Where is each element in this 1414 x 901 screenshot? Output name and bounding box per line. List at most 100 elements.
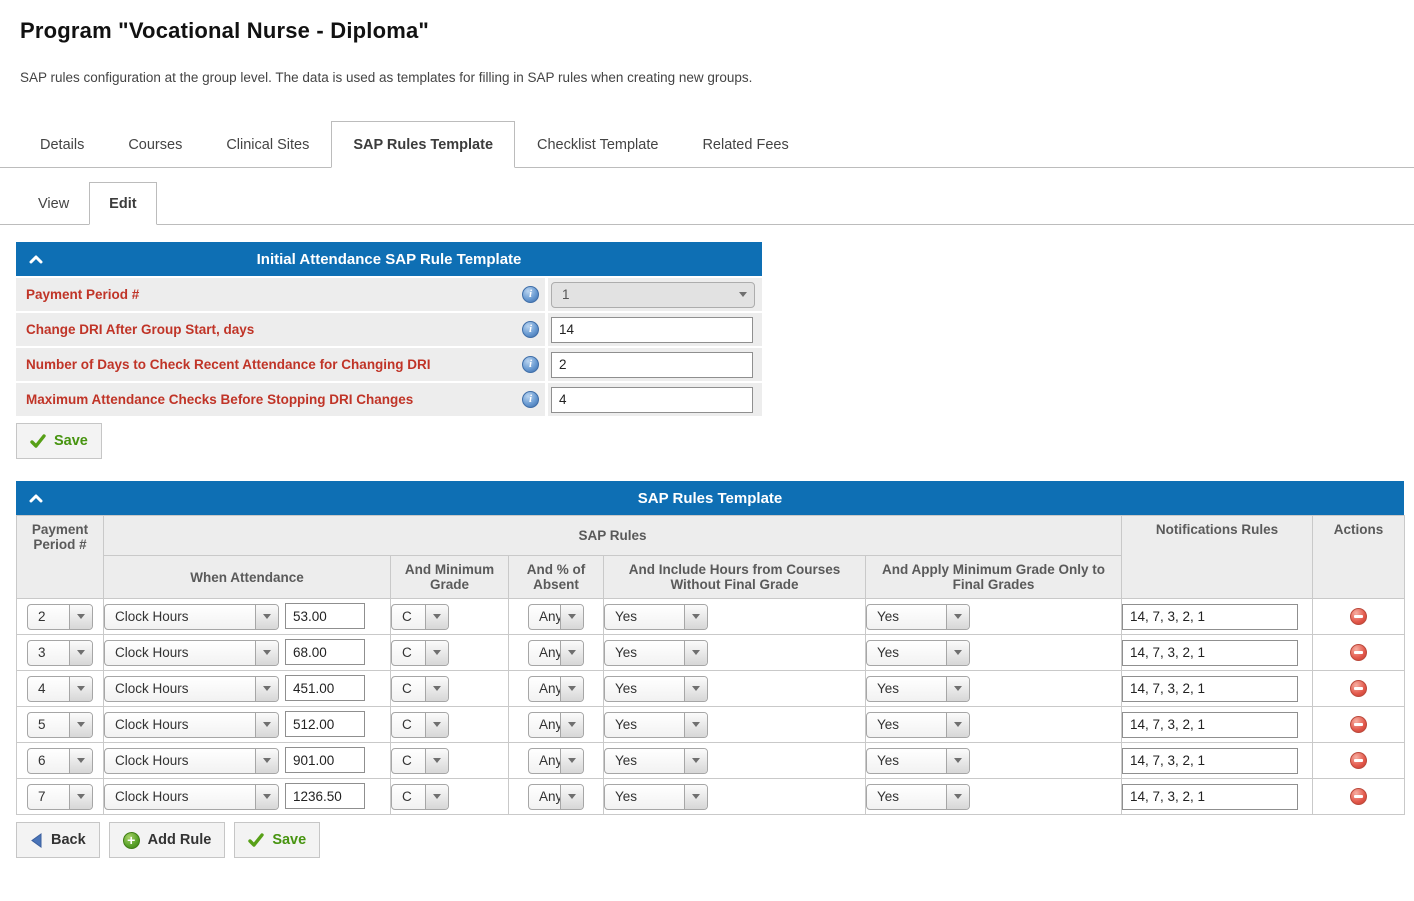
- min-grade-select[interactable]: C: [391, 747, 449, 774]
- change-dri-input[interactable]: [551, 316, 753, 343]
- include-hours-select[interactable]: Yes: [604, 603, 708, 630]
- remove-rule-icon[interactable]: [1350, 752, 1367, 769]
- subtab-edit[interactable]: Edit: [89, 182, 157, 225]
- notifications-input[interactable]: [1122, 711, 1298, 738]
- remove-rule-icon[interactable]: [1350, 680, 1367, 697]
- chevron-down-icon: [425, 604, 448, 629]
- period-select[interactable]: 2: [27, 603, 93, 630]
- notifications-input[interactable]: [1122, 639, 1298, 666]
- collapse-icon[interactable]: [29, 481, 43, 515]
- chevron-down-icon: [684, 784, 707, 809]
- apply-min-grade-select[interactable]: Yes: [866, 639, 970, 666]
- add-rule-button[interactable]: Add Rule: [108, 822, 226, 858]
- info-icon[interactable]: [522, 356, 539, 373]
- period-select[interactable]: 5: [27, 711, 93, 738]
- chevron-down-icon: [946, 712, 969, 737]
- chevron-down-icon: [255, 748, 278, 773]
- attendance-value-input[interactable]: [285, 603, 365, 630]
- min-grade-select[interactable]: C: [391, 711, 449, 738]
- attendance-type-select[interactable]: Clock Hours: [104, 603, 279, 630]
- attendance-type-select[interactable]: Clock Hours: [104, 747, 279, 774]
- tab-sap-rules-template[interactable]: SAP Rules Template: [331, 121, 516, 168]
- tab-clinical-sites[interactable]: Clinical Sites: [204, 121, 332, 167]
- pct-absent-select[interactable]: Any: [528, 747, 584, 774]
- attendance-type-select[interactable]: Clock Hours: [104, 783, 279, 810]
- pct-absent-select[interactable]: Any: [528, 675, 584, 702]
- remove-rule-icon[interactable]: [1350, 716, 1367, 733]
- pct-absent-select[interactable]: Any: [528, 783, 584, 810]
- include-hours-select[interactable]: Yes: [604, 675, 708, 702]
- apply-min-grade-select[interactable]: Yes: [866, 603, 970, 630]
- col-header-apply-min-grade: And Apply Minimum Grade Only to Final Gr…: [865, 555, 1122, 599]
- rule-row: 7 Clock Hours C Any Yes Yes: [16, 778, 1405, 815]
- include-hours-select[interactable]: Yes: [604, 747, 708, 774]
- sap-rules-panel-title: SAP Rules Template: [637, 489, 783, 507]
- tab-details[interactable]: Details: [18, 121, 107, 167]
- chevron-down-icon: [684, 676, 707, 701]
- check-icon: [30, 434, 46, 448]
- collapse-icon[interactable]: [29, 242, 43, 276]
- col-header-pct-absent: And % of Absent: [508, 555, 604, 599]
- max-checks-input[interactable]: [551, 386, 753, 413]
- pct-absent-select[interactable]: Any: [528, 639, 584, 666]
- chevron-down-icon: [69, 640, 92, 665]
- include-hours-select[interactable]: Yes: [604, 783, 708, 810]
- apply-min-grade-select[interactable]: Yes: [866, 711, 970, 738]
- notifications-input[interactable]: [1122, 747, 1298, 774]
- tab-checklist-template[interactable]: Checklist Template: [515, 121, 681, 167]
- tab-courses[interactable]: Courses: [106, 121, 205, 167]
- chevron-down-icon: [425, 640, 448, 665]
- include-hours-select[interactable]: Yes: [604, 711, 708, 738]
- chevron-down-icon: [946, 748, 969, 773]
- info-icon[interactable]: [522, 321, 539, 338]
- initial-save-button[interactable]: Save: [16, 423, 102, 459]
- attendance-value-input[interactable]: [285, 711, 365, 738]
- remove-rule-icon[interactable]: [1350, 788, 1367, 805]
- period-select[interactable]: 3: [27, 639, 93, 666]
- remove-rule-icon[interactable]: [1350, 608, 1367, 625]
- attendance-value-input[interactable]: [285, 783, 365, 810]
- rules-save-button[interactable]: Save: [234, 822, 321, 858]
- chevron-down-icon: [560, 604, 583, 629]
- info-icon[interactable]: [522, 391, 539, 408]
- chevron-down-icon: [560, 676, 583, 701]
- col-header-min-grade: And Minimum Grade: [390, 555, 509, 599]
- include-hours-select[interactable]: Yes: [604, 639, 708, 666]
- apply-min-grade-select[interactable]: Yes: [866, 675, 970, 702]
- period-select[interactable]: 4: [27, 675, 93, 702]
- notifications-input[interactable]: [1122, 675, 1298, 702]
- min-grade-select[interactable]: C: [391, 603, 449, 630]
- chevron-down-icon: [560, 784, 583, 809]
- attendance-value-input[interactable]: [285, 747, 365, 774]
- attendance-value-input[interactable]: [285, 639, 365, 666]
- col-header-include-hours: And Include Hours from Courses Without F…: [603, 555, 866, 599]
- attendance-type-select[interactable]: Clock Hours: [104, 639, 279, 666]
- payment-period-label: Payment Period #: [26, 287, 140, 302]
- chevron-down-icon: [69, 748, 92, 773]
- apply-min-grade-select[interactable]: Yes: [866, 747, 970, 774]
- back-button[interactable]: Back: [16, 822, 100, 858]
- period-select[interactable]: 7: [27, 783, 93, 810]
- min-grade-select[interactable]: C: [391, 783, 449, 810]
- days-check-input[interactable]: [551, 351, 753, 378]
- notifications-input[interactable]: [1122, 783, 1298, 810]
- remove-rule-icon[interactable]: [1350, 644, 1367, 661]
- rule-row: 6 Clock Hours C Any Yes Yes: [16, 742, 1405, 779]
- period-select[interactable]: 6: [27, 747, 93, 774]
- info-icon[interactable]: [522, 286, 539, 303]
- subtab-view[interactable]: View: [18, 182, 90, 224]
- rule-row: 3 Clock Hours C Any Yes Yes: [16, 634, 1405, 671]
- notifications-input[interactable]: [1122, 603, 1298, 630]
- tab-related-fees[interactable]: Related Fees: [680, 121, 811, 167]
- pct-absent-select[interactable]: Any: [528, 711, 584, 738]
- pct-absent-select[interactable]: Any: [528, 603, 584, 630]
- change-dri-label: Change DRI After Group Start, days: [26, 322, 255, 337]
- attendance-type-select[interactable]: Clock Hours: [104, 711, 279, 738]
- min-grade-select[interactable]: C: [391, 675, 449, 702]
- attendance-type-select[interactable]: Clock Hours: [104, 675, 279, 702]
- attendance-value-input[interactable]: [285, 675, 365, 702]
- chevron-down-icon: [69, 784, 92, 809]
- min-grade-select[interactable]: C: [391, 639, 449, 666]
- rule-row: 4 Clock Hours C Any Yes Yes: [16, 670, 1405, 707]
- apply-min-grade-select[interactable]: Yes: [866, 783, 970, 810]
